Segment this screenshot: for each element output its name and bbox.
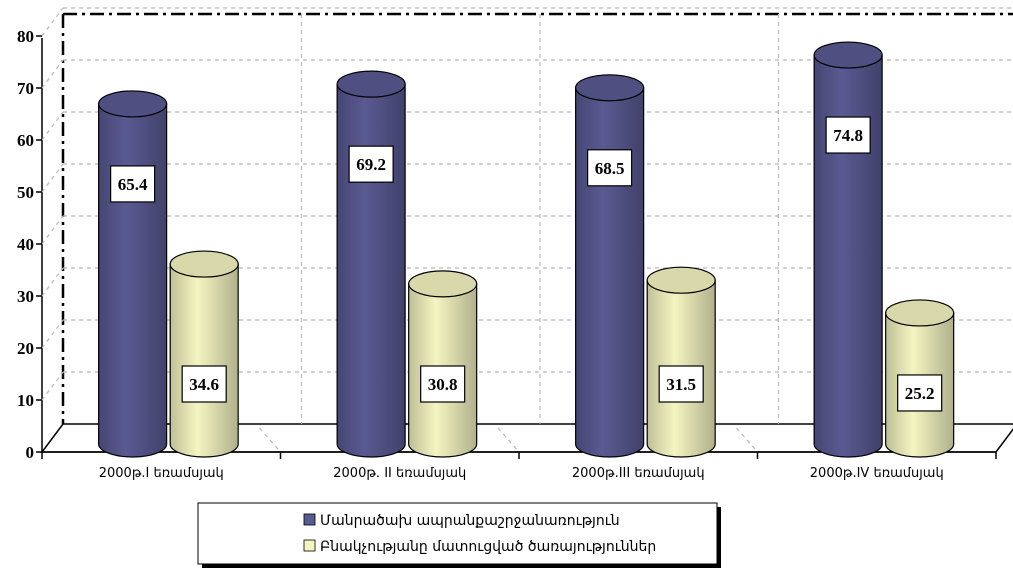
bar-cylinder — [646, 266, 716, 458]
data-label: 30.8 — [428, 375, 458, 394]
bar-cylinder — [408, 270, 478, 458]
y-tick-label: 10 — [17, 391, 34, 410]
x-category-label: 2000թ.III եռամսյակ — [572, 466, 705, 481]
data-label: 68.5 — [595, 159, 625, 178]
bar-cylinder — [98, 90, 168, 458]
gridline-floor — [736, 427, 758, 453]
data-label: 65.4 — [118, 175, 148, 194]
bar-top — [336, 70, 406, 98]
bar-top — [885, 299, 955, 327]
gridline-floor — [259, 427, 281, 453]
legend-swatch-services — [303, 539, 316, 552]
bar-cylinder — [575, 74, 645, 458]
bar-top — [98, 90, 168, 118]
data-label: 25.2 — [905, 384, 935, 403]
bar-top — [408, 270, 478, 298]
bar-body — [813, 54, 883, 458]
data-label-box — [110, 165, 156, 203]
bar-cylinder — [169, 250, 239, 458]
data-label-box — [897, 374, 943, 412]
x-axis-categories: 2000թ.I եռամսյակ 2000թ. II եռամսյակ 2000թ.… — [41, 452, 997, 481]
bar-top — [646, 266, 716, 294]
x-category-label: 2000թ.I եռամսյակ — [99, 466, 224, 481]
x-category-label: 2000թ.IV եռամսյակ — [810, 466, 944, 481]
gridline-floor — [497, 427, 520, 453]
legend-box — [197, 502, 718, 565]
data-label: 69.2 — [356, 155, 386, 174]
data-label-box — [658, 365, 704, 403]
bar-top — [575, 74, 645, 102]
bar-body — [336, 83, 406, 458]
data-label-box — [348, 145, 394, 183]
y-tick-label: 0 — [26, 443, 35, 462]
gridline-side — [41, 267, 64, 297]
y-tick-label: 20 — [17, 339, 34, 358]
y-tick-label: 30 — [17, 287, 34, 306]
gridline-side — [41, 163, 64, 193]
gridline-side — [41, 319, 64, 349]
y-axis-ticks: 0 10 20 30 40 50 60 70 80 — [17, 27, 42, 462]
data-label: 74.8 — [833, 126, 863, 145]
bar-cylinder — [813, 41, 883, 458]
gridlines — [41, 7, 1013, 453]
data-label: 31.5 — [666, 375, 696, 394]
y-tick-label: 70 — [17, 79, 34, 98]
bar-top — [169, 250, 239, 278]
y-tick-label: 80 — [17, 27, 34, 46]
y-tick-label: 50 — [17, 183, 34, 202]
y-tick-label: 40 — [17, 235, 34, 254]
bars — [98, 41, 955, 458]
data-label-box — [825, 116, 871, 154]
gridline-side — [41, 7, 64, 37]
gridline-side — [41, 111, 64, 141]
bar-cylinder — [336, 70, 406, 458]
gridline-side — [41, 371, 64, 401]
data-label: 34.6 — [189, 375, 219, 394]
legend: Մանրածախ ապրանքաշրջանառություն Բնակչությ… — [197, 502, 721, 568]
legend-swatch-retail — [303, 513, 316, 526]
bar-body — [169, 263, 239, 458]
legend-label-services: Բնակչությանը մատուցված ծառայություններ — [320, 539, 656, 555]
data-label-box — [181, 365, 227, 403]
bar-body — [575, 87, 645, 458]
legend-label-retail: Մանրածախ ապրանքաշրջանառություն — [320, 513, 620, 529]
gridline-side — [41, 215, 64, 245]
data-labels: 65.4 69.2 68.5 74.8 34.6 30.8 31.5 25.2 — [110, 116, 943, 412]
data-label-box — [587, 149, 633, 187]
x-category-label: 2000թ. II եռամսյակ — [333, 466, 466, 481]
data-label-box — [420, 365, 466, 403]
y-tick-label: 60 — [17, 131, 34, 150]
bar-top — [813, 41, 883, 69]
gridline-side — [41, 59, 64, 89]
bar-body — [98, 103, 168, 458]
